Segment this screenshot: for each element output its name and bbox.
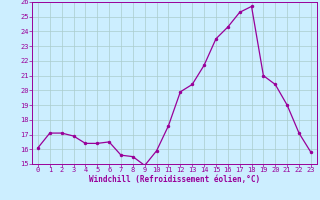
X-axis label: Windchill (Refroidissement éolien,°C): Windchill (Refroidissement éolien,°C) <box>89 175 260 184</box>
